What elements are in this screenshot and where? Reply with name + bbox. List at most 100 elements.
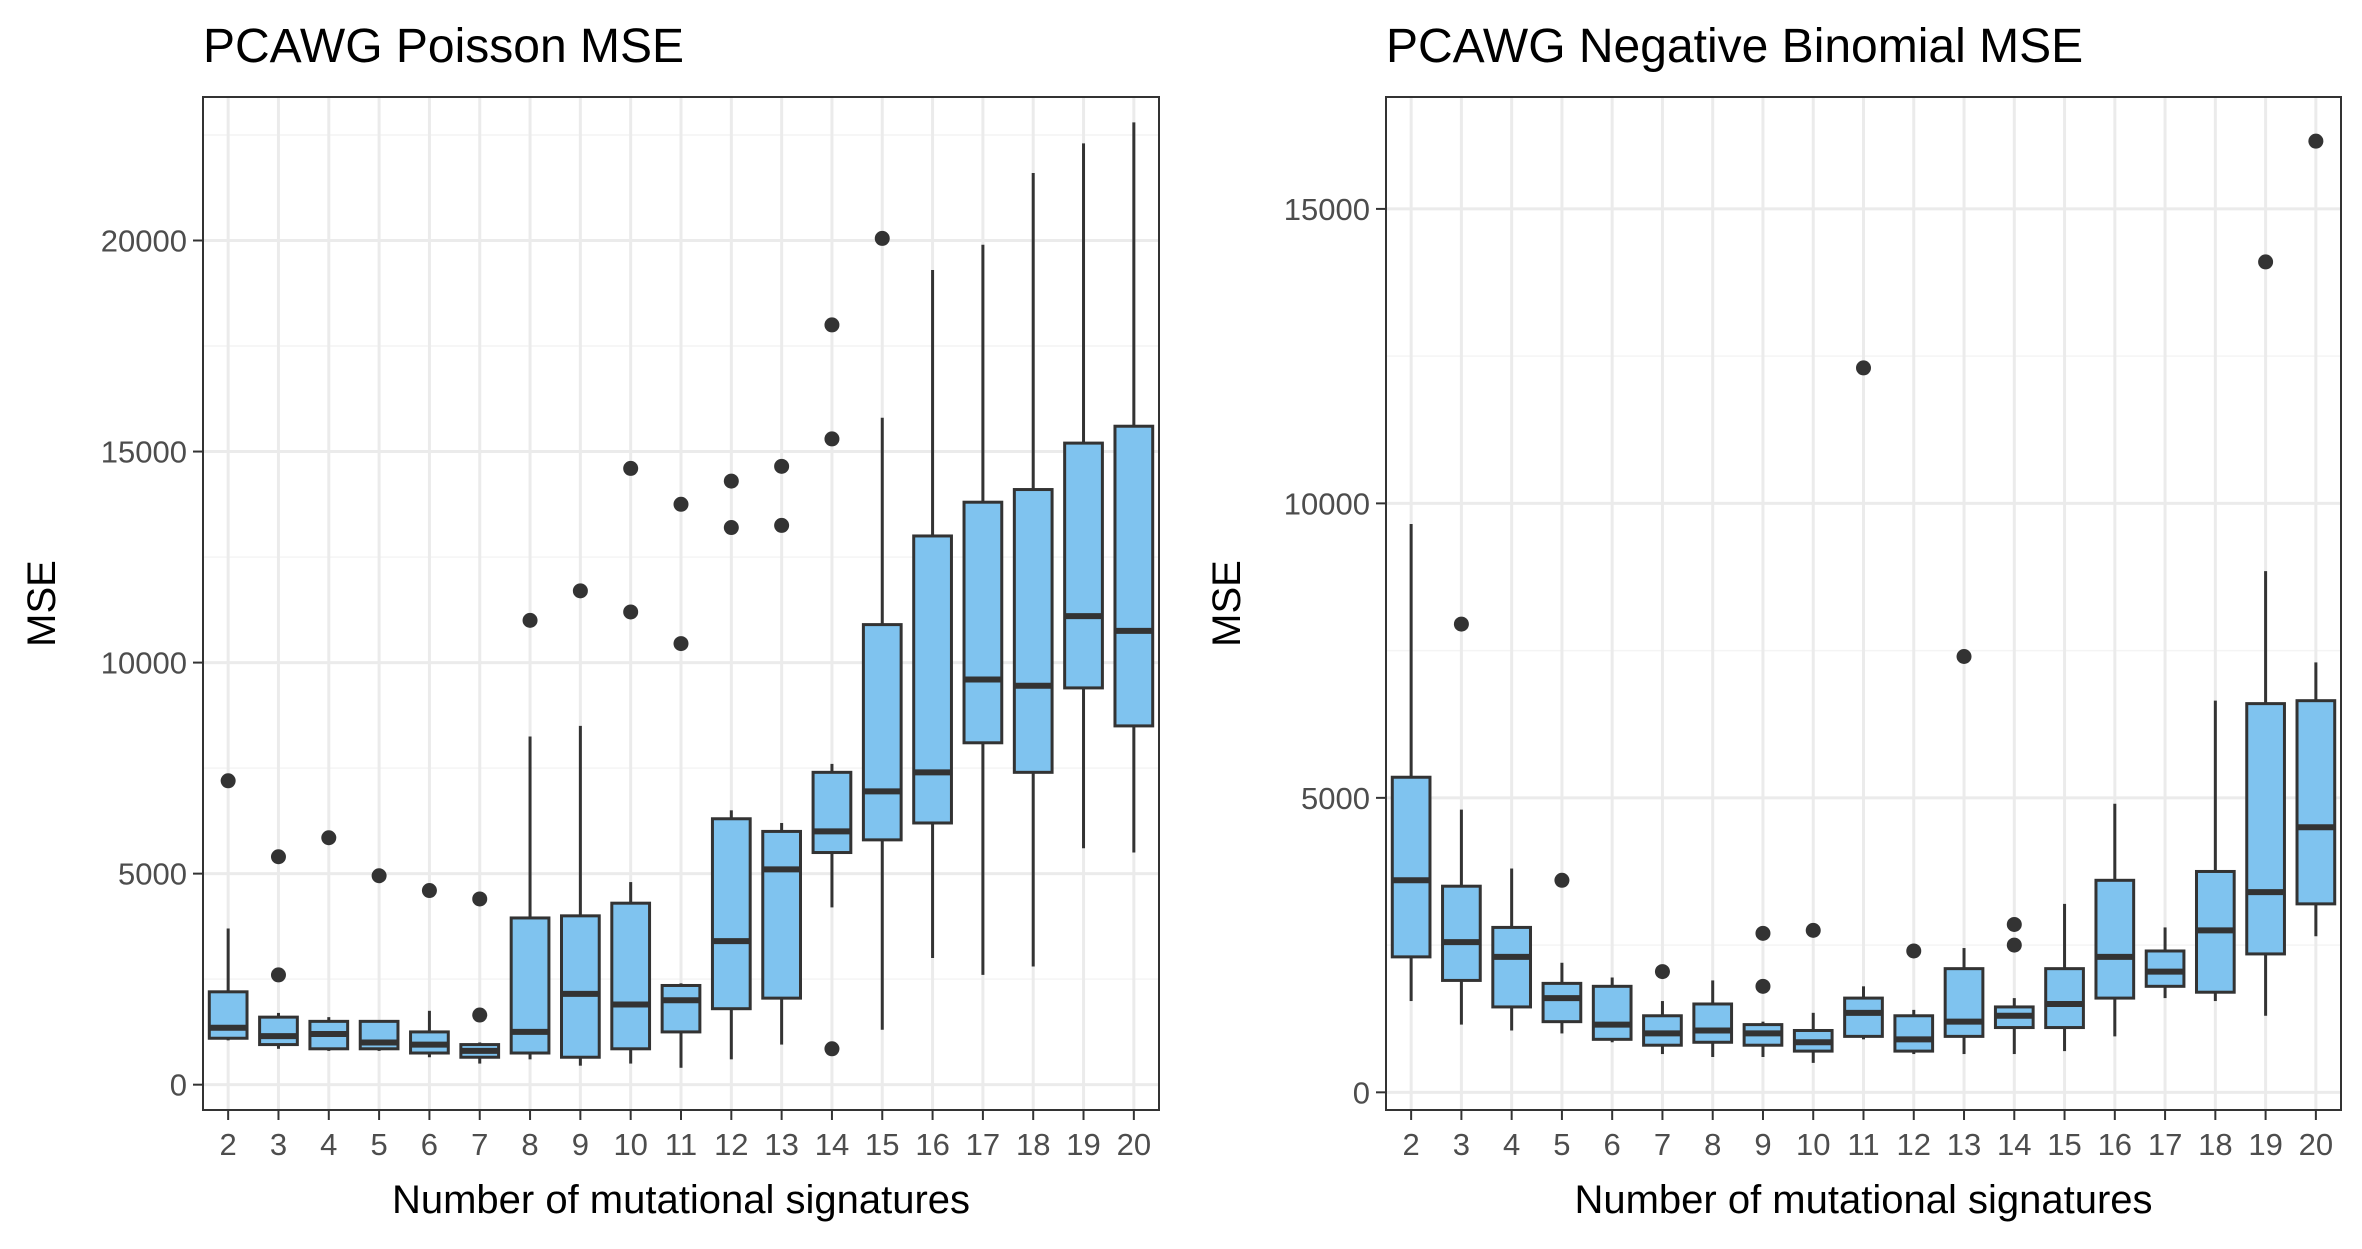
- box-5: [1541, 872, 1583, 1034]
- box-10: [610, 460, 652, 1064]
- box-iqr: [1441, 884, 1482, 982]
- x-tick-label: 2: [220, 1127, 237, 1162]
- box-10: [1792, 922, 1834, 1063]
- outlier-point: [1956, 649, 1972, 665]
- x-tick-label: 3: [270, 1127, 287, 1162]
- box-iqr: [1491, 925, 1533, 1009]
- outlier-point: [673, 496, 689, 512]
- box-7: [1642, 964, 1683, 1055]
- box-iqr: [560, 914, 601, 1059]
- x-tick-label: 20: [1117, 1127, 1151, 1162]
- box-3: [1441, 616, 1482, 1025]
- box-iqr: [1541, 981, 1583, 1024]
- x-tick-label: 20: [2299, 1127, 2333, 1162]
- outlier-point: [623, 604, 639, 620]
- box-4: [1491, 868, 1533, 1031]
- x-tick-label: 8: [521, 1127, 538, 1162]
- y-tick-label: 10000: [101, 646, 187, 681]
- box-12: [710, 473, 752, 1060]
- x-tick-label: 3: [1453, 1127, 1470, 1162]
- x-tick-label: 4: [320, 1127, 337, 1162]
- x-tick-label: 13: [764, 1127, 798, 1162]
- chart-panel-1: 0 5000 10000 15000 20000 2 3 4 5 6 7 8 9 10 11 12 13 14 15…: [20, 20, 1160, 1222]
- box-3: [258, 849, 299, 1049]
- box-8: [509, 612, 551, 1060]
- box-iqr: [1943, 967, 1985, 1038]
- box-iqr: [1692, 1002, 1734, 1044]
- box-iqr: [1893, 1014, 1935, 1053]
- x-tick-label: 6: [421, 1127, 438, 1162]
- box-11: [1843, 360, 1884, 1040]
- y-tick-label: 5000: [118, 857, 187, 892]
- outlier-point: [1805, 922, 1821, 938]
- box-14: [1993, 916, 2035, 1055]
- outlier-point: [1856, 360, 1871, 376]
- x-tick-label: 9: [1754, 1127, 1771, 1162]
- outlier-point: [1755, 925, 1771, 941]
- outlier-point: [723, 473, 739, 489]
- outlier-point: [824, 317, 840, 333]
- outlier-point: [572, 583, 588, 599]
- box-iqr: [2295, 699, 2337, 906]
- outlier-point: [522, 612, 538, 628]
- box-iqr: [811, 770, 853, 855]
- x-tick-label: 11: [1847, 1127, 1879, 1162]
- x-tick-label: 18: [1016, 1127, 1050, 1162]
- chart-title: PCAWG Poisson MSE: [203, 20, 684, 73]
- x-axis-title: Number of mutational signatures: [392, 1178, 970, 1222]
- x-tick-label: 16: [2098, 1127, 2132, 1162]
- chart-title: PCAWG Negative Binomial MSE: [1386, 20, 2083, 73]
- y-tick-label: 0: [170, 1068, 187, 1103]
- outlier-point: [321, 830, 337, 846]
- box-18: [1012, 172, 1054, 967]
- x-tick-label: 5: [370, 1127, 387, 1162]
- x-tick-label: 5: [1553, 1127, 1570, 1162]
- outlier-point: [824, 1041, 840, 1057]
- box-iqr: [761, 829, 803, 1000]
- box-8: [1692, 980, 1734, 1057]
- outlier-point: [472, 891, 488, 907]
- outlier-point: [1654, 964, 1670, 980]
- outlier-point: [2258, 254, 2274, 270]
- y-tick-label: 15000: [101, 435, 187, 470]
- y-tick-label: 0: [1353, 1075, 1370, 1110]
- box-6: [409, 883, 450, 1058]
- x-tick-label: 18: [2198, 1127, 2232, 1162]
- box-iqr: [1012, 488, 1054, 774]
- x-tick-label: 10: [1796, 1127, 1830, 1162]
- box-iqr: [2245, 702, 2286, 956]
- chart-panel-2: 0 5000 10000 15000 2 3 4 5 6 7 8 9 10 11 12 13 14 15 16 17 1…: [1205, 20, 2342, 1222]
- box-13: [1943, 649, 1985, 1055]
- outlier-point: [1755, 978, 1771, 994]
- outlier-point: [1453, 616, 1469, 632]
- box-17: [962, 244, 1004, 975]
- box-17: [2144, 927, 2186, 999]
- outlier-point: [673, 636, 689, 652]
- outlier-point: [2308, 133, 2324, 149]
- box-iqr: [1591, 984, 1633, 1041]
- outlier-point: [824, 431, 840, 447]
- box-iqr: [2044, 967, 2085, 1030]
- box-iqr: [710, 817, 752, 1011]
- x-tick-label: 14: [815, 1127, 849, 1162]
- x-tick-label: 7: [1654, 1127, 1671, 1162]
- outlier-point: [723, 520, 739, 536]
- box-20: [1113, 122, 1155, 853]
- x-tick-label: 8: [1704, 1127, 1721, 1162]
- outlier-point: [270, 849, 286, 865]
- x-tick-label: 19: [2248, 1127, 2282, 1162]
- x-tick-label: 6: [1604, 1127, 1621, 1162]
- outlier-point: [2006, 937, 2022, 953]
- x-tick-label: 9: [572, 1127, 589, 1162]
- box-19: [2245, 254, 2286, 1016]
- x-tick-label: 12: [714, 1127, 748, 1162]
- x-tick-label: 7: [471, 1127, 488, 1162]
- box-iqr: [861, 623, 903, 842]
- box-16: [2094, 803, 2136, 1037]
- y-tick-label: 20000: [101, 224, 187, 259]
- outlier-point: [774, 458, 790, 474]
- box-iqr: [1390, 775, 1432, 959]
- box-15: [2044, 903, 2085, 1052]
